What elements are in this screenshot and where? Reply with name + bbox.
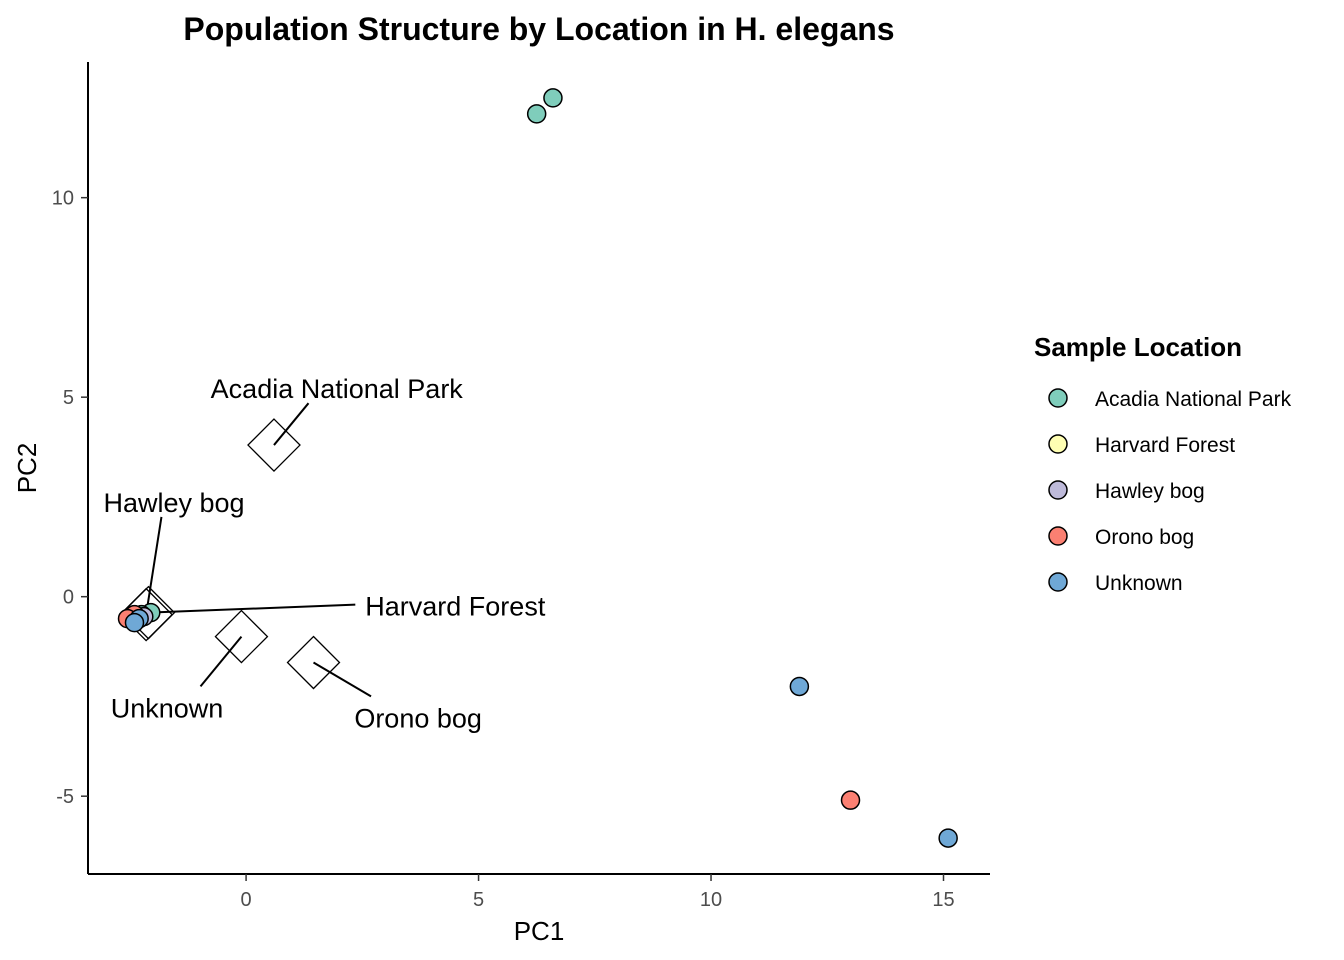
- legend-label: Orono bog: [1095, 526, 1194, 549]
- centroids: Acadia National Park Hawley bog Harvard Fo…: [103, 374, 545, 733]
- centroid-label: Hawley bog: [103, 488, 244, 518]
- centroid-leader-line: [312, 661, 372, 698]
- legend-swatch: [1048, 480, 1068, 500]
- legend-label: Hawley bog: [1095, 480, 1205, 503]
- legend-label: Acadia National Park: [1095, 388, 1292, 411]
- y-tick-label: 0: [63, 587, 74, 609]
- data-point: [840, 790, 861, 810]
- data-point: [789, 676, 810, 697]
- x-tick-label: 10: [700, 889, 722, 911]
- legend-swatch: [1048, 388, 1068, 408]
- centroid-diamond: [121, 585, 176, 640]
- data-point: [124, 612, 145, 633]
- y-tick-label: 10: [52, 188, 74, 210]
- centroid-leader-line: [148, 603, 356, 614]
- data-point: [526, 104, 547, 124]
- legend-swatch: [1048, 572, 1068, 592]
- centroid-label: Unknown: [111, 693, 224, 723]
- centroid-diamond: [247, 418, 301, 472]
- legend-label: Unknown: [1095, 572, 1183, 595]
- plot-area: 0 5 10 15 -5 0 5 10 Acadia National Park Hawley…: [52, 62, 990, 911]
- y-tick-label: -5: [56, 786, 74, 808]
- centroid-diamond: [286, 635, 341, 690]
- legend: Sample Location Acadia National Park Harv…: [1034, 332, 1292, 595]
- centroid-label: Acadia National Park: [211, 374, 464, 404]
- centroid-leader-line: [199, 635, 243, 688]
- legend-swatch: [1048, 434, 1068, 454]
- y-axis-title: PC2: [12, 443, 42, 494]
- x-tick-label: 15: [932, 889, 954, 911]
- legend-swatch: [1048, 526, 1068, 546]
- y-ticks: -5 0 5 10: [52, 188, 88, 808]
- y-tick-label: 5: [63, 387, 74, 409]
- centroid-diamond: [214, 609, 269, 664]
- centroid-label: Harvard Forest: [365, 592, 546, 622]
- centroid-leader-line: [145, 516, 163, 615]
- x-tick-label: 0: [241, 889, 252, 911]
- centroid-leader-line: [273, 402, 310, 446]
- data-point: [938, 828, 958, 848]
- x-tick-label: 5: [473, 889, 484, 911]
- chart-title: Population Structure by Location in H. e…: [183, 11, 894, 47]
- legend-title: Sample Location: [1034, 332, 1242, 362]
- data-point: [543, 88, 563, 108]
- legend-items: Acadia National Park Harvard Forest Hawley…: [1048, 388, 1292, 595]
- x-ticks: 0 5 10 15: [241, 874, 955, 911]
- x-axis-title: PC1: [514, 916, 565, 946]
- centroid-label: Orono bog: [354, 703, 482, 733]
- legend-label: Harvard Forest: [1095, 434, 1235, 457]
- data-points: [117, 88, 958, 848]
